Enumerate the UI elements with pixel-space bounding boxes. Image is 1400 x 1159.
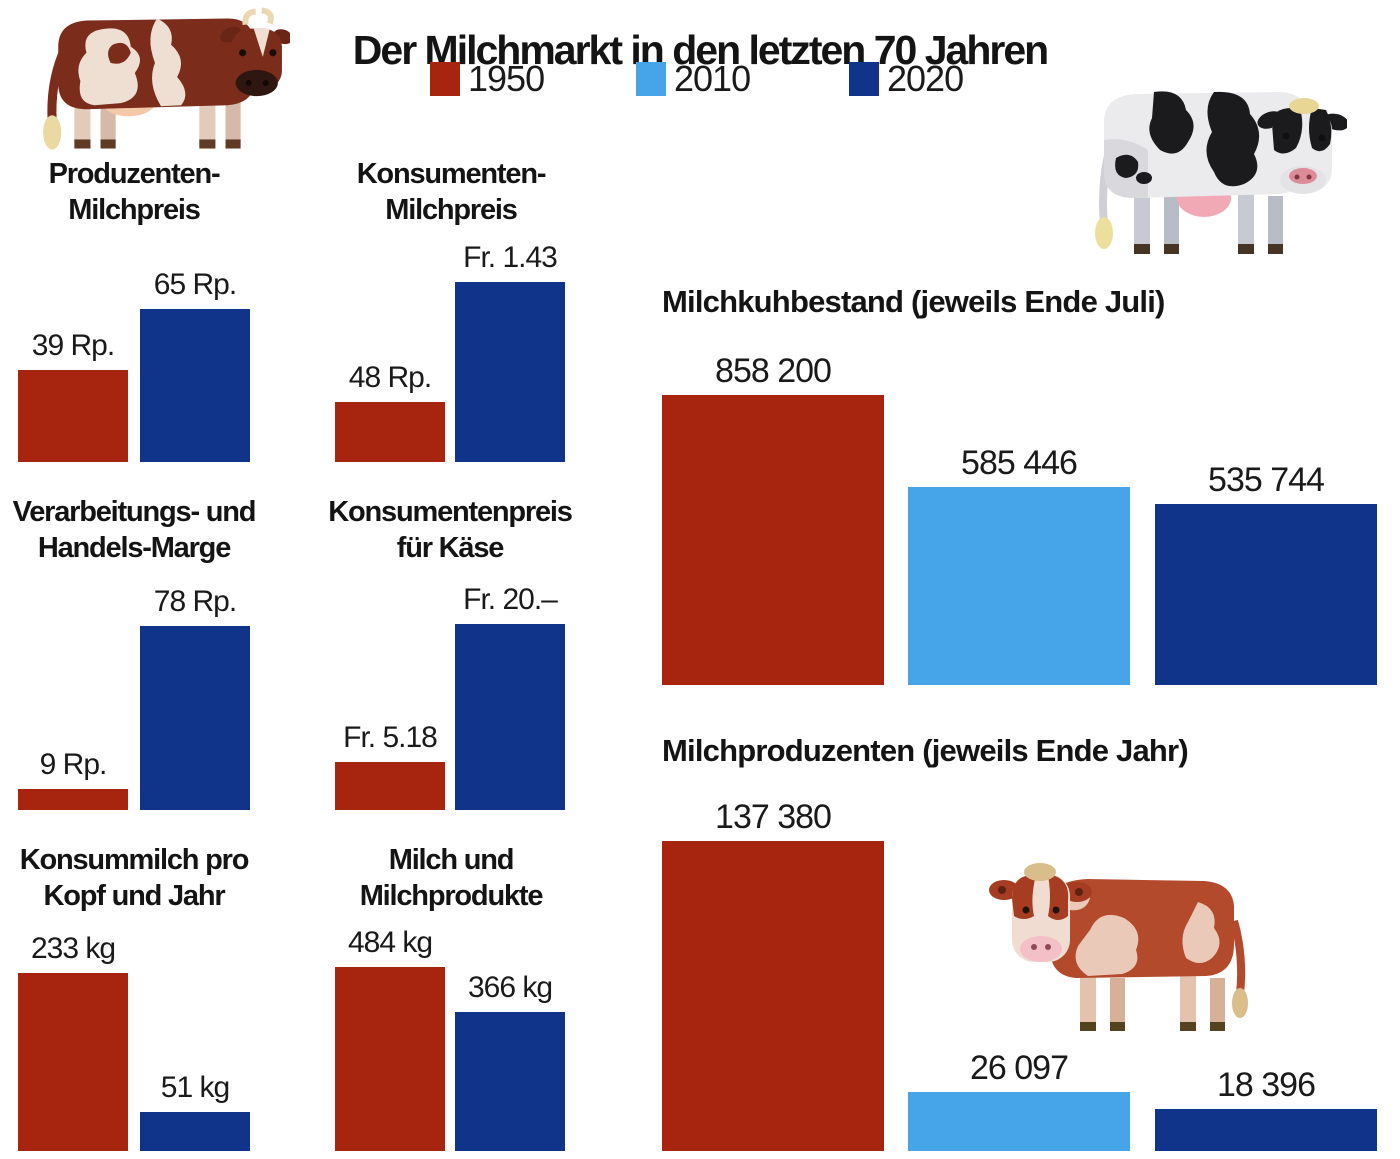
chart-konsumentenpreis-kaese: Fr. 5.18 Fr. 20.– [335,570,565,810]
chart-title-konsummilch: Konsummilch pro Kopf und Jahr [19,844,250,912]
bar-1950 [335,402,445,462]
bar-1950 [335,967,445,1151]
bar-2010 [908,1092,1130,1151]
bar-value-label: 26 097 [970,1049,1069,1087]
bar-value-label: 585 446 [961,444,1078,482]
section-title-milchproduzenten: Milchproduzenten (jeweils Ende Jahr) [662,733,1189,768]
bar-2020 [1155,1109,1377,1151]
bar-value-label: 48 Rp. [348,361,432,394]
chart-title-milchprodukte: Milch und Milchprodukte [359,844,544,912]
bar-1950 [662,841,884,1151]
legend-label-2020: 2020 [887,58,964,99]
bar-value-label: Fr. 1.43 [463,241,558,274]
bar-1950 [662,395,884,685]
bar-value-label: Fr. 20.– [463,583,558,616]
chart-konsumenten-milchpreis: 48 Rp. Fr. 1.43 [335,222,565,462]
bar-value-label: 233 kg [30,932,116,965]
bar-2020 [140,1112,250,1151]
bar-value-label: Fr. 5.18 [343,721,438,754]
red-pied-cow-illustration [43,7,290,150]
bar-value-label: 51 kg [160,1071,230,1104]
legend-label-1950: 1950 [468,58,545,99]
bar-value-label: 535 744 [1208,461,1325,499]
chart-title-konsumenten-milchpreis: Konsumenten- Milchpreis [356,158,547,226]
section-title-milchkuhbestand: Milchkuhbestand (jeweils Ende Juli) [662,284,1165,319]
bar-value-label: 39 Rp. [31,329,115,362]
page-title: Der Milchmarkt in den letzten 70 Jahren [352,27,1049,74]
legend-item-2010: 2010 [636,58,751,100]
chart-milchprodukte: 484 kg 366 kg [335,911,565,1151]
bar-1950 [335,762,445,810]
legend-swatch-2010-icon [636,62,666,96]
bar-2020 [140,626,250,810]
bar-value-label: 137 380 [715,798,832,836]
legend-item-1950: 1950 [430,58,545,100]
bar-1950 [18,789,128,810]
chart-konsummilch: 233 kg 51 kg [18,911,250,1151]
bar-2020 [140,309,250,462]
chart-title-konsumentenpreis-kaese: Konsumentenpreis für Käse [328,496,573,564]
bar-value-label: 366 kg [467,971,553,1004]
bar-2020 [1155,504,1377,685]
chart-milchkuhbestand: 858 200 585 446 535 744 [662,345,1377,685]
bar-value-label: 9 Rp. [39,748,108,781]
bar-2020 [455,282,565,462]
chart-title-verarbeitungs-marge: Verarbeitungs- und Handels-Marge [12,496,257,564]
bar-value-label: 78 Rp. [153,585,237,618]
chart-verarbeitungs-marge: 9 Rp. 78 Rp. [18,570,250,810]
bar-2020 [455,624,565,810]
bar-1950 [18,370,128,462]
simmental-cow-illustration [989,863,1248,1031]
bar-2020 [455,1012,565,1151]
legend-item-2020: 2020 [849,58,964,100]
bar-value-label: 18 396 [1217,1066,1316,1104]
bar-2010 [908,487,1130,685]
legend-label-2010: 2010 [674,58,751,99]
chart-title-produzenten-milchpreis: Produzenten- Milchpreis [48,158,221,226]
chart-milchproduzenten: 137 380 26 097 18 396 [662,799,1377,1151]
bar-value-label: 65 Rp. [153,268,237,301]
legend-swatch-2020-icon [849,62,879,96]
legend-swatch-1950-icon [430,62,460,96]
chart-produzenten-milchpreis: 39 Rp. 65 Rp. [18,222,250,462]
holstein-cow-illustration [1095,91,1347,254]
bar-value-label: 484 kg [347,926,433,959]
bar-value-label: 858 200 [715,352,832,390]
bar-1950 [18,973,128,1151]
